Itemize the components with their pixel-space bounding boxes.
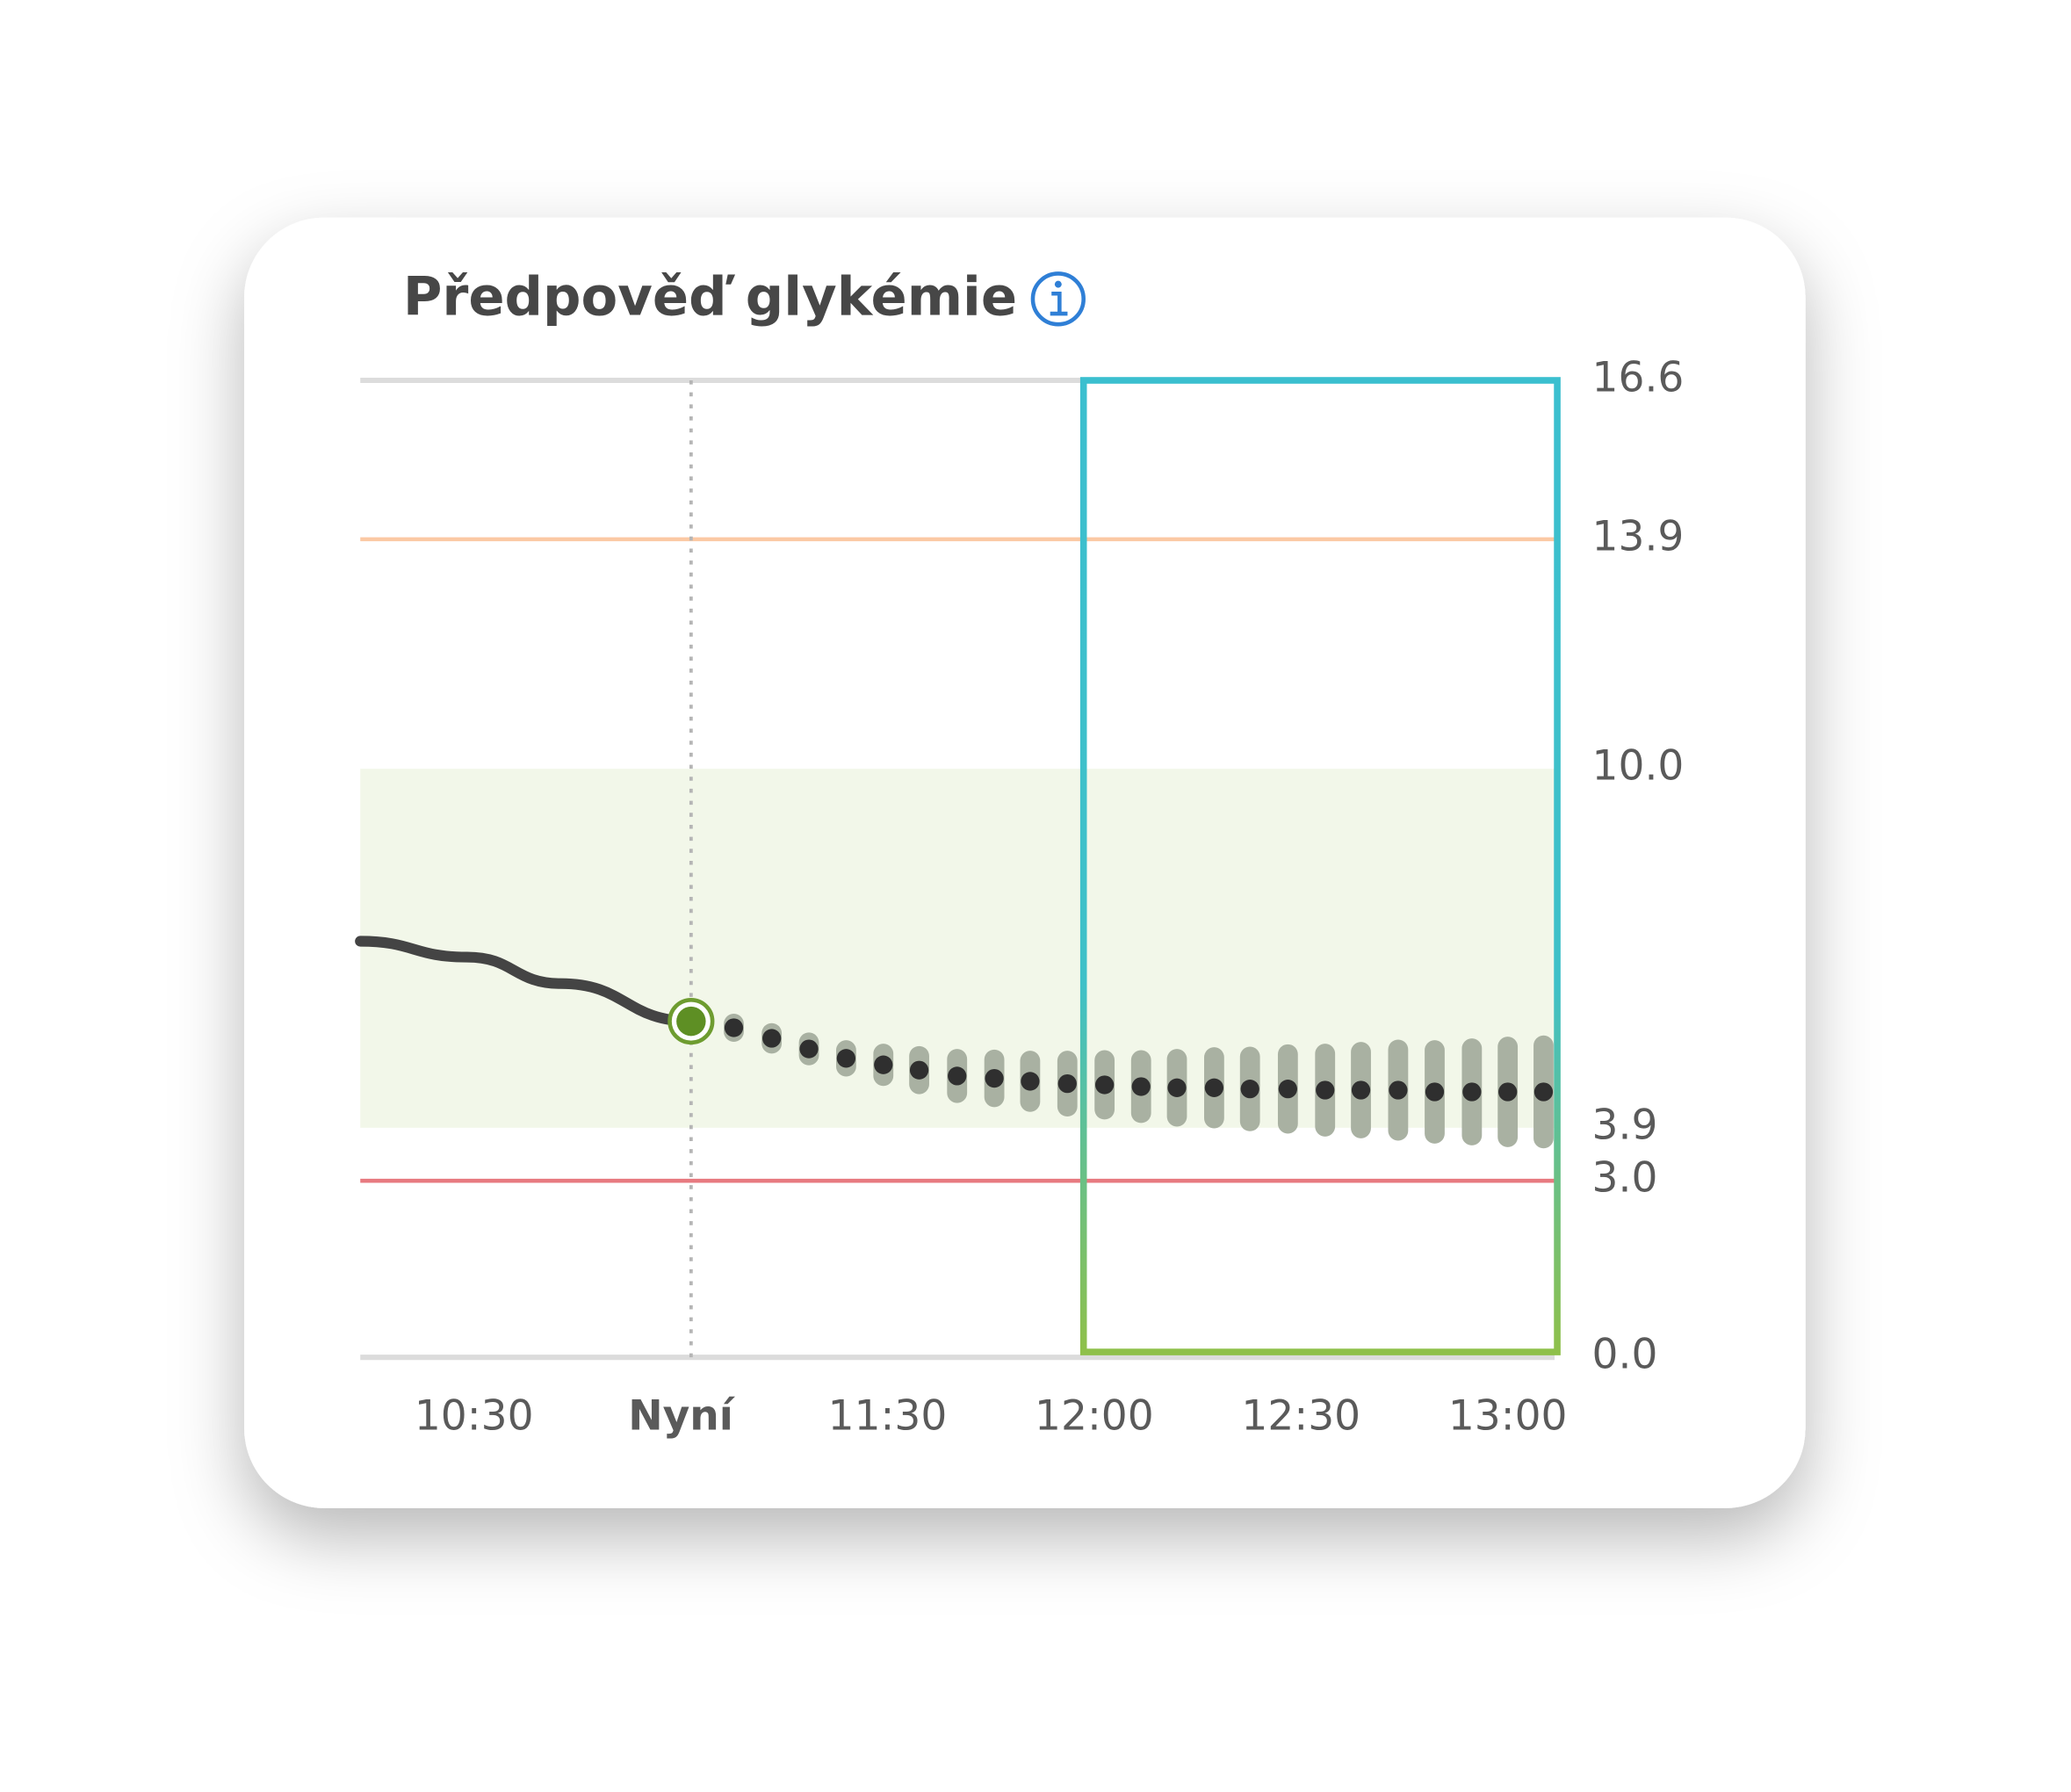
x-tick-label: 10:30: [415, 1392, 534, 1441]
forecast-point: [762, 1029, 782, 1048]
forecast-highlight: [1079, 377, 1561, 1355]
y-tick-label: 0.0: [1592, 1331, 1658, 1379]
forecast-point: [1462, 1082, 1482, 1102]
forecast-point: [985, 1068, 1004, 1088]
x-tick-label: 11:30: [828, 1392, 948, 1441]
info-dot: [1054, 280, 1062, 288]
forecast-point: [1389, 1080, 1408, 1100]
forecast-point: [1351, 1080, 1371, 1100]
y-tick-label: 13.9: [1592, 512, 1685, 560]
chart-title: Předpověď glykémie: [403, 266, 1017, 328]
info-circle: [1030, 271, 1086, 327]
x-tick-label: Nyní: [628, 1392, 736, 1441]
forecast-point: [799, 1039, 819, 1059]
forecast-point: [1425, 1082, 1445, 1102]
info-stem: [1050, 291, 1068, 316]
forecast-point: [836, 1049, 856, 1068]
forecast-point: [948, 1066, 967, 1086]
forecast-point: [724, 1018, 744, 1037]
x-tick-label: 12:00: [1035, 1392, 1154, 1441]
forecast-point: [1498, 1082, 1518, 1102]
forecast-point: [1316, 1080, 1335, 1100]
forecast-point: [1057, 1073, 1077, 1094]
info-icon[interactable]: [1030, 271, 1086, 327]
x-tick-label: 12:30: [1241, 1392, 1360, 1441]
now-marker: [676, 1006, 706, 1037]
y-tick-label: 10.0: [1592, 742, 1685, 791]
forecast-point: [909, 1060, 929, 1080]
forecast-point: [1131, 1077, 1151, 1096]
y-tick-label: 3.9: [1592, 1101, 1658, 1149]
forecast-point: [1021, 1072, 1040, 1091]
forecast-point: [1240, 1080, 1259, 1099]
y-tick-label: 16.6: [1592, 354, 1685, 402]
forecast-point: [1095, 1075, 1115, 1095]
x-tick-label: 13:00: [1448, 1392, 1568, 1441]
forecast-point: [1278, 1080, 1297, 1099]
forecast-point: [1167, 1078, 1187, 1097]
history-line: [355, 936, 696, 1027]
forecast-point: [874, 1055, 893, 1074]
y-tick-label: 3.0: [1592, 1154, 1658, 1203]
plot-area: 0.0 3.0 3.9 10.0 13.9 16.6 10:30 Nyní 11:30 12:00…: [355, 354, 1685, 1441]
forecast-point: [1204, 1078, 1224, 1097]
forecast-point: [1533, 1082, 1554, 1102]
